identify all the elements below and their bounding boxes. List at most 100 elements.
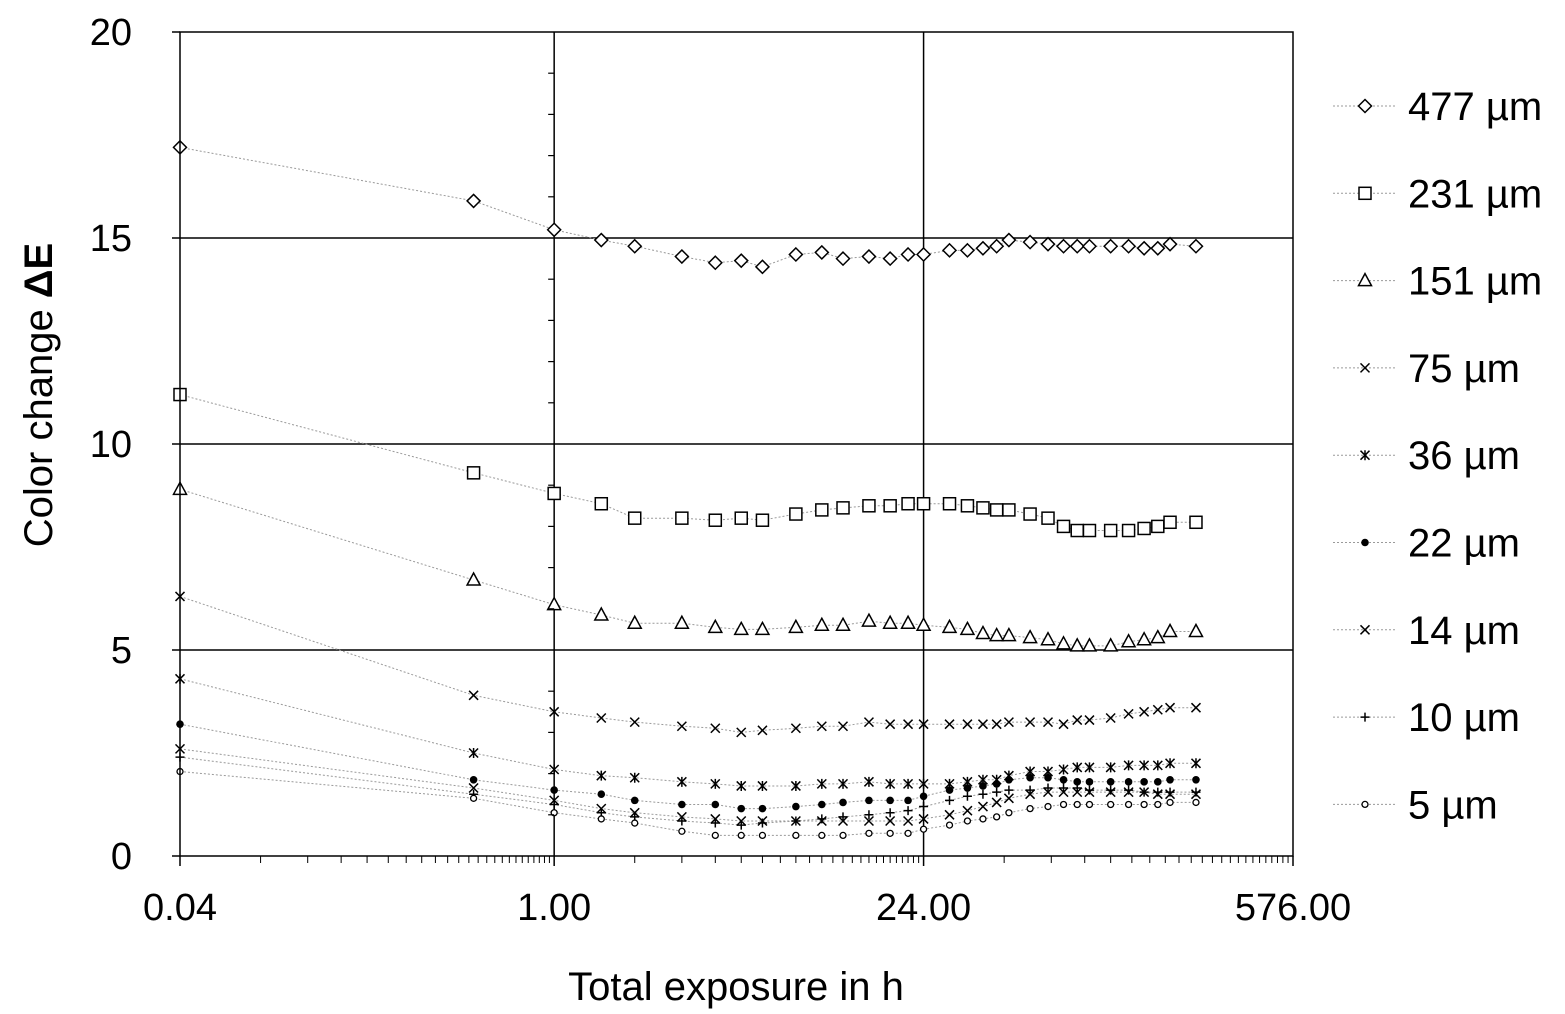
legend-label: 151 µm xyxy=(1408,260,1542,304)
data-point xyxy=(1026,773,1034,782)
data-point xyxy=(903,778,914,789)
data-point xyxy=(711,800,720,809)
data-point xyxy=(963,817,972,825)
data-point xyxy=(1004,785,1014,795)
data-point xyxy=(1190,702,1202,713)
legend-marker xyxy=(1361,538,1369,547)
data-point xyxy=(466,193,482,209)
data-point xyxy=(976,501,990,515)
legend-label: 231 µm xyxy=(1408,172,1542,216)
data-point xyxy=(792,831,800,840)
data-point xyxy=(865,829,873,837)
data-point xyxy=(596,770,607,781)
data-point xyxy=(790,780,801,791)
data-point xyxy=(708,513,723,527)
data-point xyxy=(736,727,747,738)
data-point xyxy=(757,780,768,791)
data-point xyxy=(1059,783,1069,793)
data-point xyxy=(627,511,642,525)
data-point xyxy=(903,719,914,730)
data-point xyxy=(593,606,610,621)
data-point xyxy=(1085,800,1094,809)
data-point xyxy=(818,831,826,840)
data-point xyxy=(547,486,561,501)
data-point xyxy=(1121,238,1137,254)
legend: 477 µm 231 µm 151 µm 75 µm 36 µm 22 µm 14 µm 10… xyxy=(1333,85,1542,827)
data-point xyxy=(1026,804,1034,813)
data-point xyxy=(1166,775,1174,784)
data-point xyxy=(863,815,874,827)
data-point xyxy=(1139,706,1150,717)
data-point xyxy=(838,812,848,822)
series-lines xyxy=(179,146,1197,836)
data-point xyxy=(1124,785,1134,795)
data-point xyxy=(978,789,988,799)
data-point xyxy=(1040,631,1056,646)
data-point xyxy=(1003,793,1014,804)
data-point xyxy=(1055,238,1072,254)
data-point xyxy=(1001,232,1017,248)
data-point xyxy=(941,242,958,258)
data-point xyxy=(993,813,1001,821)
series-markers xyxy=(172,139,1204,840)
data-point xyxy=(737,804,746,813)
data-point xyxy=(864,810,874,820)
data-point xyxy=(1154,800,1162,809)
data-point xyxy=(885,778,896,789)
data-point xyxy=(468,747,479,759)
data-point xyxy=(1082,523,1097,538)
data-point xyxy=(710,778,721,789)
data-point xyxy=(1192,798,1200,807)
legend-label: 5 µm xyxy=(1408,783,1498,827)
y-tick-label: 10 xyxy=(90,424,132,466)
data-point xyxy=(945,821,954,829)
data-point xyxy=(916,496,931,511)
legend-label: 75 µm xyxy=(1408,347,1520,391)
data-point xyxy=(711,831,719,840)
data-point xyxy=(758,804,767,813)
data-point xyxy=(597,790,606,798)
data-point xyxy=(886,796,894,805)
data-point xyxy=(754,620,771,636)
data-point xyxy=(1103,523,1118,538)
data-point xyxy=(629,772,640,783)
data-point xyxy=(1163,515,1177,530)
data-point xyxy=(1055,635,1072,650)
data-point xyxy=(1189,515,1203,530)
data-point xyxy=(1102,637,1119,652)
data-point xyxy=(469,794,478,802)
y-tick-label: 15 xyxy=(90,218,132,260)
x-tick-label: 576.00 xyxy=(1235,887,1351,929)
data-point xyxy=(1070,523,1084,538)
data-point xyxy=(755,513,770,527)
data-point xyxy=(788,618,804,634)
data-point xyxy=(1073,778,1082,786)
data-point xyxy=(1105,712,1116,724)
data-point xyxy=(1005,809,1013,817)
legend-marker xyxy=(1357,98,1373,114)
legend-label: 22 µm xyxy=(1408,522,1520,566)
data-point xyxy=(1140,800,1148,809)
data-point xyxy=(737,831,745,840)
data-point xyxy=(989,238,1005,254)
data-point xyxy=(836,501,850,515)
data-point xyxy=(1120,633,1137,648)
data-point xyxy=(1123,760,1134,771)
data-point xyxy=(904,829,912,837)
data-point xyxy=(546,222,562,238)
data-point xyxy=(1084,715,1095,726)
series-line xyxy=(179,771,1196,836)
data-point xyxy=(1105,762,1116,773)
series-line xyxy=(179,146,1197,268)
data-point xyxy=(989,503,1004,517)
data-point xyxy=(546,596,562,611)
legend-marker xyxy=(1359,624,1371,635)
data-point xyxy=(792,802,800,811)
data-point xyxy=(1106,778,1115,786)
data-point xyxy=(1069,637,1085,652)
data-point xyxy=(1150,240,1166,256)
data-point xyxy=(901,496,915,511)
data-point xyxy=(882,614,898,629)
data-point xyxy=(945,786,954,794)
